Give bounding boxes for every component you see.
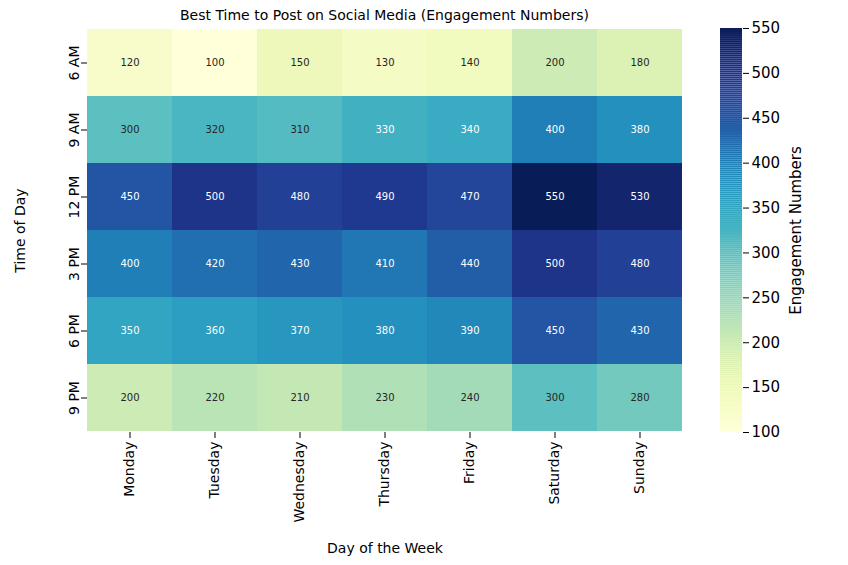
svg-text:Tuesday: Tuesday — [206, 442, 222, 500]
svg-text:150: 150 — [752, 378, 781, 396]
svg-text:430: 430 — [630, 325, 649, 336]
svg-text:180: 180 — [630, 57, 649, 68]
svg-text:350: 350 — [752, 199, 781, 217]
svg-text:Wednesday: Wednesday — [291, 442, 307, 523]
svg-text:420: 420 — [205, 258, 224, 269]
svg-text:250: 250 — [752, 289, 781, 307]
svg-text:Friday: Friday — [461, 442, 477, 484]
svg-text:450: 450 — [752, 109, 781, 127]
svg-text:Time of Day: Time of Day — [12, 188, 28, 273]
svg-text:380: 380 — [375, 325, 394, 336]
svg-text:200: 200 — [752, 334, 781, 352]
svg-text:330: 330 — [375, 124, 394, 135]
svg-text:300: 300 — [545, 392, 564, 403]
svg-text:340: 340 — [460, 124, 479, 135]
svg-text:130: 130 — [375, 57, 394, 68]
svg-text:Sunday: Sunday — [631, 442, 647, 494]
svg-text:Engagement Numbers: Engagement Numbers — [787, 146, 805, 315]
svg-text:500: 500 — [205, 191, 224, 202]
svg-text:350: 350 — [120, 325, 139, 336]
svg-text:140: 140 — [460, 57, 479, 68]
svg-text:400: 400 — [752, 154, 781, 172]
svg-text:120: 120 — [120, 57, 139, 68]
svg-text:530: 530 — [630, 191, 649, 202]
svg-text:380: 380 — [630, 124, 649, 135]
svg-text:440: 440 — [460, 258, 479, 269]
svg-text:240: 240 — [460, 392, 479, 403]
svg-text:Saturday: Saturday — [546, 442, 562, 505]
svg-text:450: 450 — [545, 325, 564, 336]
svg-text:390: 390 — [460, 325, 479, 336]
svg-text:480: 480 — [630, 258, 649, 269]
svg-text:Thursday: Thursday — [376, 442, 392, 508]
svg-text:9 PM: 9 PM — [66, 381, 82, 415]
svg-text:400: 400 — [545, 124, 564, 135]
svg-text:6 PM: 6 PM — [66, 314, 82, 348]
svg-text:450: 450 — [120, 191, 139, 202]
svg-text:360: 360 — [205, 325, 224, 336]
svg-text:490: 490 — [375, 191, 394, 202]
svg-text:480: 480 — [290, 191, 309, 202]
svg-text:220: 220 — [205, 392, 224, 403]
svg-text:550: 550 — [752, 19, 781, 37]
svg-text:100: 100 — [205, 57, 224, 68]
svg-text:200: 200 — [545, 57, 564, 68]
svg-text:200: 200 — [120, 392, 139, 403]
svg-text:300: 300 — [120, 124, 139, 135]
svg-text:Monday: Monday — [121, 442, 137, 497]
svg-text:430: 430 — [290, 258, 309, 269]
svg-text:9 AM: 9 AM — [66, 112, 82, 147]
svg-text:280: 280 — [630, 392, 649, 403]
svg-text:320: 320 — [205, 124, 224, 135]
html-text:Best Time to Post on Social Me: Best Time to Post on Social Media (Engag… — [180, 7, 589, 23]
svg-text:470: 470 — [460, 191, 479, 202]
svg-text:300: 300 — [752, 244, 781, 262]
svg-text:150: 150 — [290, 57, 309, 68]
svg-text:Day of the Week: Day of the Week — [327, 540, 444, 556]
svg-text:500: 500 — [752, 64, 781, 82]
svg-text:370: 370 — [290, 325, 309, 336]
svg-text:210: 210 — [290, 392, 309, 403]
svg-text:6 AM: 6 AM — [66, 45, 82, 80]
svg-text:12 PM: 12 PM — [66, 176, 82, 219]
svg-text:100: 100 — [752, 423, 781, 441]
svg-text:3 PM: 3 PM — [66, 247, 82, 281]
svg-text:410: 410 — [375, 258, 394, 269]
svg-text:550: 550 — [545, 191, 564, 202]
svg-text:230: 230 — [375, 392, 394, 403]
svg-text:400: 400 — [120, 258, 139, 269]
svg-text:310: 310 — [290, 124, 309, 135]
svg-text:500: 500 — [545, 258, 564, 269]
